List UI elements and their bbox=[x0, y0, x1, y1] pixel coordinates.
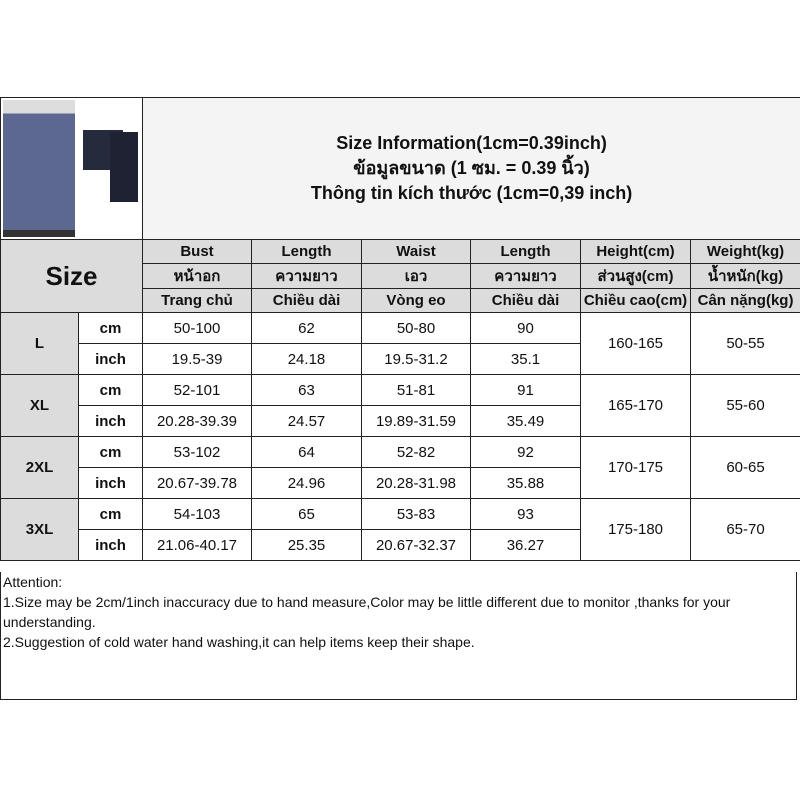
unit-label: cm bbox=[78, 312, 143, 344]
cm-value: 63 bbox=[251, 374, 362, 406]
weight-value: 55-60 bbox=[689, 374, 800, 437]
inch-value: 35.1 bbox=[470, 343, 581, 375]
unit-label: inch bbox=[78, 343, 143, 375]
header-th: หน้าอก bbox=[142, 263, 252, 289]
weight-value: 60-65 bbox=[689, 436, 800, 499]
header-en: Height(cm) bbox=[580, 239, 691, 264]
size-chart-table: Size Information(1cm=0.39inch) ข้อมูลขนา… bbox=[0, 97, 800, 561]
cm-value: 90 bbox=[470, 312, 581, 344]
model-photo bbox=[3, 100, 75, 237]
size-label: 3XL bbox=[0, 498, 79, 561]
attention-notes: Attention: 1.Size may be 2cm/1inch inacc… bbox=[0, 572, 797, 700]
header-vi: Chiều cao(cm) bbox=[580, 288, 691, 313]
title-en: Size Information(1cm=0.39inch) bbox=[336, 133, 607, 153]
header-en: Length bbox=[470, 239, 581, 264]
product-image bbox=[0, 97, 143, 240]
header-th: ความยาว bbox=[470, 263, 581, 289]
size-row-cm: 2XL cm 53-102 64 52-82 92 170-175 60-65 bbox=[0, 436, 800, 499]
inch-value: 19.5-31.2 bbox=[361, 343, 471, 375]
inch-value: 24.18 bbox=[251, 343, 362, 375]
header-vi: Chiều dài bbox=[470, 288, 581, 313]
header-en: Length bbox=[251, 239, 362, 264]
inch-value: 20.67-39.78 bbox=[142, 467, 252, 499]
size-row-inch: inch 20.28-39.39 24.57 19.89-31.59 35.49 bbox=[1, 405, 800, 437]
weight-value: 65-70 bbox=[689, 498, 800, 561]
unit-label: cm bbox=[78, 498, 143, 530]
size-label: XL bbox=[0, 374, 79, 437]
header-th: เอว bbox=[361, 263, 471, 289]
header-vi: Chiều dài bbox=[251, 288, 362, 313]
unit-label: cm bbox=[78, 374, 143, 406]
cm-value: 65 bbox=[251, 498, 362, 530]
inch-value: 25.35 bbox=[251, 529, 362, 561]
cm-value: 50-80 bbox=[361, 312, 471, 344]
cm-value: 51-81 bbox=[361, 374, 471, 406]
inch-value: 36.27 bbox=[470, 529, 581, 561]
attention-heading: Attention: bbox=[3, 574, 63, 590]
cm-value: 91 bbox=[470, 374, 581, 406]
cm-value: 64 bbox=[251, 436, 362, 468]
title-cell: Size Information(1cm=0.39inch) ข้อมูลขนา… bbox=[141, 97, 800, 240]
size-row-cm: 3XL cm 54-103 65 53-83 93 175-180 65-70 bbox=[0, 498, 800, 561]
inch-value: 35.88 bbox=[470, 467, 581, 499]
pajama-set-photo bbox=[75, 100, 140, 237]
title-th: ข้อมูลขนาด (1 ซม. = 0.39 นิ้ว) bbox=[353, 158, 590, 178]
inch-value: 21.06-40.17 bbox=[142, 529, 252, 561]
unit-label: inch bbox=[78, 467, 143, 499]
header-vi: Trang chủ bbox=[142, 288, 252, 313]
inch-value: 19.5-39 bbox=[142, 343, 252, 375]
attention-note-2: 2.Suggestion of cold water hand washing,… bbox=[3, 634, 475, 650]
attention-note-1: 1.Size may be 2cm/1inch inaccuracy due t… bbox=[3, 594, 731, 630]
cm-value: 50-100 bbox=[142, 312, 252, 344]
cm-value: 62 bbox=[251, 312, 362, 344]
size-header: Size bbox=[0, 239, 143, 313]
header-vi: Vòng eo bbox=[361, 288, 471, 313]
inch-value: 35.49 bbox=[470, 405, 581, 437]
size-label: 2XL bbox=[0, 436, 79, 499]
cm-value: 54-103 bbox=[142, 498, 252, 530]
inch-value: 19.89-31.59 bbox=[361, 405, 471, 437]
unit-label: inch bbox=[78, 529, 143, 561]
header-en: Weight(kg) bbox=[689, 239, 800, 264]
cm-value: 53-102 bbox=[142, 436, 252, 468]
cm-value: 52-82 bbox=[361, 436, 471, 468]
inch-value: 20.28-31.98 bbox=[361, 467, 471, 499]
size-row-cm: XL cm 52-101 63 51-81 91 165-170 55-60 bbox=[0, 374, 800, 437]
weight-value: 50-55 bbox=[689, 312, 800, 375]
header-vi: Cân nặng(kg) bbox=[689, 288, 800, 313]
size-row-inch: inch 20.67-39.78 24.96 20.28-31.98 35.88 bbox=[1, 467, 800, 499]
size-row-inch: inch 19.5-39 24.18 19.5-31.2 35.1 bbox=[1, 343, 800, 375]
inch-value: 20.67-32.37 bbox=[361, 529, 471, 561]
header-th: น้ำหนัก(kg) bbox=[689, 263, 800, 289]
inch-value: 20.28-39.39 bbox=[142, 405, 252, 437]
size-label: L bbox=[0, 312, 79, 375]
inch-value: 24.57 bbox=[251, 405, 362, 437]
height-value: 170-175 bbox=[580, 436, 691, 499]
cm-value: 53-83 bbox=[361, 498, 471, 530]
size-row-inch: inch 21.06-40.17 25.35 20.67-32.37 36.27 bbox=[1, 529, 800, 561]
unit-label: cm bbox=[78, 436, 143, 468]
cm-value: 92 bbox=[470, 436, 581, 468]
header-th: ความยาว bbox=[251, 263, 362, 289]
header-th: ส่วนสูง(cm) bbox=[580, 263, 691, 289]
header-en: Bust bbox=[142, 239, 252, 264]
unit-label: inch bbox=[78, 405, 143, 437]
inch-value: 24.96 bbox=[251, 467, 362, 499]
title-vi: Thông tin kích thước (1cm=0,39 inch) bbox=[310, 183, 633, 203]
height-value: 165-170 bbox=[580, 374, 691, 437]
height-value: 160-165 bbox=[580, 312, 691, 375]
height-value: 175-180 bbox=[580, 498, 691, 561]
header-en: Waist bbox=[361, 239, 471, 264]
cm-value: 93 bbox=[470, 498, 581, 530]
cm-value: 52-101 bbox=[142, 374, 252, 406]
